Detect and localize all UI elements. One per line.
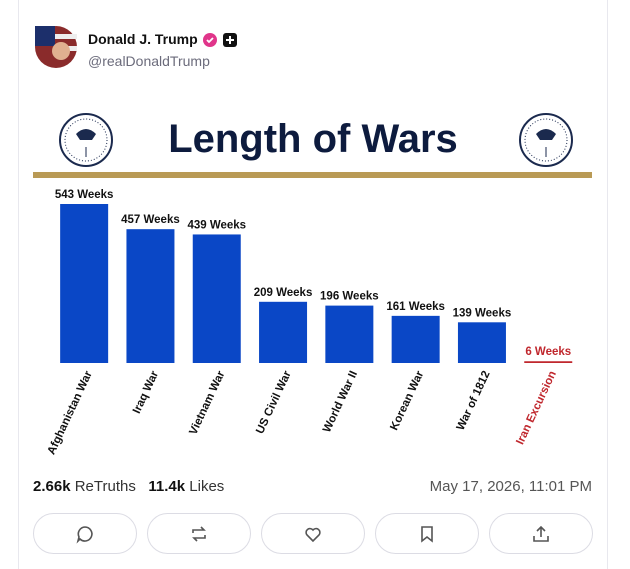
- bar: [192, 234, 241, 363]
- value-label: 196 Weeks: [320, 291, 379, 303]
- avatar[interactable]: [35, 26, 77, 68]
- badges: [203, 33, 237, 47]
- bar: [325, 305, 374, 363]
- author-name[interactable]: Donald J. Trump: [88, 31, 198, 47]
- bar: [524, 361, 573, 363]
- value-label: 209 Weeks: [254, 287, 313, 299]
- share-button[interactable]: [489, 513, 593, 554]
- value-label: 6 Weeks: [525, 346, 571, 358]
- like-button[interactable]: [261, 513, 365, 554]
- value-label: 457 Weeks: [121, 214, 180, 226]
- author-handle[interactable]: @realDonaldTrump: [88, 53, 210, 69]
- stat-label[interactable]: ReTruths: [74, 478, 136, 495]
- bookmark-button[interactable]: [375, 513, 479, 554]
- timestamp: May 17, 2026, 11:01 PM: [429, 478, 592, 495]
- post-card: [18, 0, 608, 569]
- reply-button[interactable]: [33, 513, 137, 554]
- bar: [60, 204, 109, 363]
- bar: [391, 315, 440, 363]
- value-label: 161 Weeks: [386, 301, 445, 313]
- value-label: 439 Weeks: [187, 219, 246, 231]
- seal: [519, 113, 573, 167]
- retruth-button[interactable]: [147, 513, 251, 554]
- bar: [126, 229, 175, 363]
- stat-value: 11.4k: [148, 478, 186, 495]
- post-stats: 2.66k ReTruths 11.4k Likes: [33, 478, 224, 495]
- value-label: 543 Weeks: [55, 189, 114, 201]
- stat-label[interactable]: Likes: [189, 478, 225, 495]
- seal: [59, 113, 113, 167]
- stat-value: 2.66k: [33, 478, 71, 495]
- value-label: 139 Weeks: [453, 307, 512, 319]
- bar: [457, 322, 506, 363]
- chart-title: Length of Wars: [168, 117, 458, 161]
- bar: [259, 301, 308, 363]
- chart-background: [33, 95, 592, 473]
- divider: [33, 172, 592, 178]
